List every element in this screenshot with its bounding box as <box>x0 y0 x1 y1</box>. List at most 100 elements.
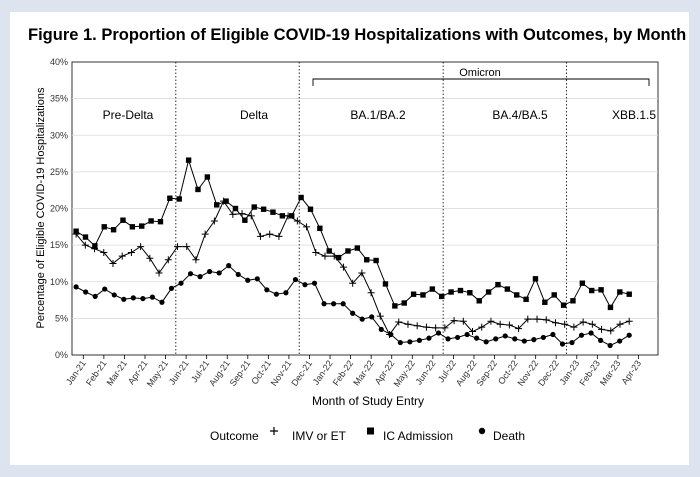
data-point-imv-or-et <box>137 243 145 251</box>
period-label-ba4-ba5: BA.4/BA.5 <box>492 108 548 122</box>
data-point-ic-admission <box>167 195 173 201</box>
legend-title: Outcome <box>210 429 259 443</box>
data-point-death <box>483 339 489 345</box>
x-tick-label: Apr-23 <box>619 358 643 386</box>
y-tick-labels: 0% 5% 10% 15% 20% 25% 30% 35% 40% <box>50 57 68 360</box>
legend: Outcome IMV or ET IC Admission Death <box>210 427 525 443</box>
omicron-label: Omicron <box>459 67 501 79</box>
data-point-ic-admission <box>326 248 332 254</box>
data-point-ic-admission <box>598 287 604 293</box>
data-point-imv-or-et <box>413 322 421 330</box>
data-point-imv-or-et <box>533 315 541 323</box>
data-point-imv-or-et <box>515 325 523 333</box>
data-point-death <box>445 336 451 342</box>
x-tick-label: May-21 <box>145 358 170 388</box>
data-point-death <box>92 293 98 299</box>
data-point-ic-admission <box>242 217 248 223</box>
y-tick-label: 30% <box>50 130 68 140</box>
data-point-death <box>83 289 89 295</box>
data-point-ic-admission <box>560 302 567 308</box>
data-point-imv-or-et <box>109 259 117 267</box>
data-point-imv-or-et <box>349 279 357 287</box>
data-point-death <box>292 276 299 283</box>
data-point-imv-or-et <box>505 321 513 329</box>
omicron-bracket <box>312 78 650 86</box>
period-label-ba1-ba2: BA.1/BA.2 <box>350 108 406 122</box>
data-point-ic-admission <box>120 217 126 223</box>
data-point-ic-admission <box>504 286 511 292</box>
data-point-ic-admission <box>214 202 220 208</box>
data-point-death <box>521 338 527 344</box>
data-point-ic-admission <box>148 218 154 224</box>
y-axis-title: Percentage of Eligible COVID-19 Hospital… <box>35 87 47 328</box>
data-point-ic-admission <box>457 287 464 294</box>
data-point-imv-or-et <box>478 323 486 331</box>
data-point-death <box>197 274 203 280</box>
data-point-death <box>512 336 518 342</box>
data-point-ic-admission <box>223 198 229 204</box>
data-point-ic-admission <box>354 245 361 251</box>
data-point-death <box>159 299 165 305</box>
data-point-ic-admission <box>176 196 182 202</box>
data-point-ic-admission <box>317 225 323 231</box>
data-point-ic-admission <box>382 281 389 287</box>
data-point-ic-admission <box>429 286 436 292</box>
data-point-death <box>130 295 136 301</box>
data-point-death <box>502 333 508 339</box>
series-line-2 <box>75 264 630 347</box>
data-point-imv-or-et <box>229 210 237 218</box>
y-tick-label: 35% <box>50 94 68 104</box>
series-group <box>72 157 633 349</box>
data-point-death <box>216 270 222 276</box>
data-point-imv-or-et <box>303 223 311 231</box>
data-point-imv-or-et <box>321 252 329 260</box>
legend-marker-ic <box>367 427 374 435</box>
data-point-death <box>540 334 546 341</box>
data-point-ic-admission <box>579 280 586 286</box>
data-point-ic-admission <box>110 227 117 233</box>
data-point-imv-or-et <box>487 317 495 325</box>
data-point-imv-or-et <box>275 232 283 240</box>
data-point-ic-admission <box>523 296 529 303</box>
data-point-ic-admission <box>626 291 632 297</box>
data-point-death <box>264 287 270 293</box>
data-point-death <box>302 282 308 288</box>
data-point-imv-or-et <box>542 316 550 324</box>
data-point-ic-admission <box>617 289 623 295</box>
y-tick-label: 10% <box>50 277 68 287</box>
data-point-ic-admission <box>392 303 398 309</box>
data-point-imv-or-et <box>395 318 403 326</box>
data-point-death <box>407 339 413 345</box>
data-point-imv-or-et <box>551 319 559 327</box>
data-point-imv-or-et <box>127 248 135 256</box>
data-point-ic-admission <box>345 248 351 254</box>
legend-label-death: Death <box>493 429 525 443</box>
data-point-ic-admission <box>157 218 164 225</box>
x-tick-label: May-22 <box>392 358 417 388</box>
x-tick-label: Sep-21 <box>228 358 253 388</box>
data-point-imv-or-et <box>312 248 320 256</box>
data-point-death <box>340 301 346 307</box>
data-point-death <box>283 290 289 296</box>
data-point-death <box>578 332 585 338</box>
data-point-ic-admission <box>495 281 501 288</box>
data-point-imv-or-et <box>164 256 172 264</box>
data-point-imv-or-et <box>293 217 301 225</box>
data-point-death <box>626 332 632 338</box>
data-point-death <box>588 330 594 336</box>
data-point-death <box>178 280 184 286</box>
data-point-death <box>121 296 127 302</box>
data-point-ic-admission <box>439 293 445 300</box>
data-point-death <box>397 339 403 346</box>
x-tick-label: Sep-22 <box>474 358 499 388</box>
data-point-death <box>111 292 117 298</box>
data-point-death <box>559 341 566 347</box>
y-tick-label: 5% <box>55 313 68 323</box>
data-point-death <box>388 331 394 338</box>
data-point-ic-admission <box>373 257 379 264</box>
data-point-ic-admission <box>476 298 482 304</box>
data-point-ic-admission <box>82 234 89 240</box>
data-point-imv-or-et <box>579 318 587 326</box>
data-point-ic-admission <box>514 292 520 298</box>
